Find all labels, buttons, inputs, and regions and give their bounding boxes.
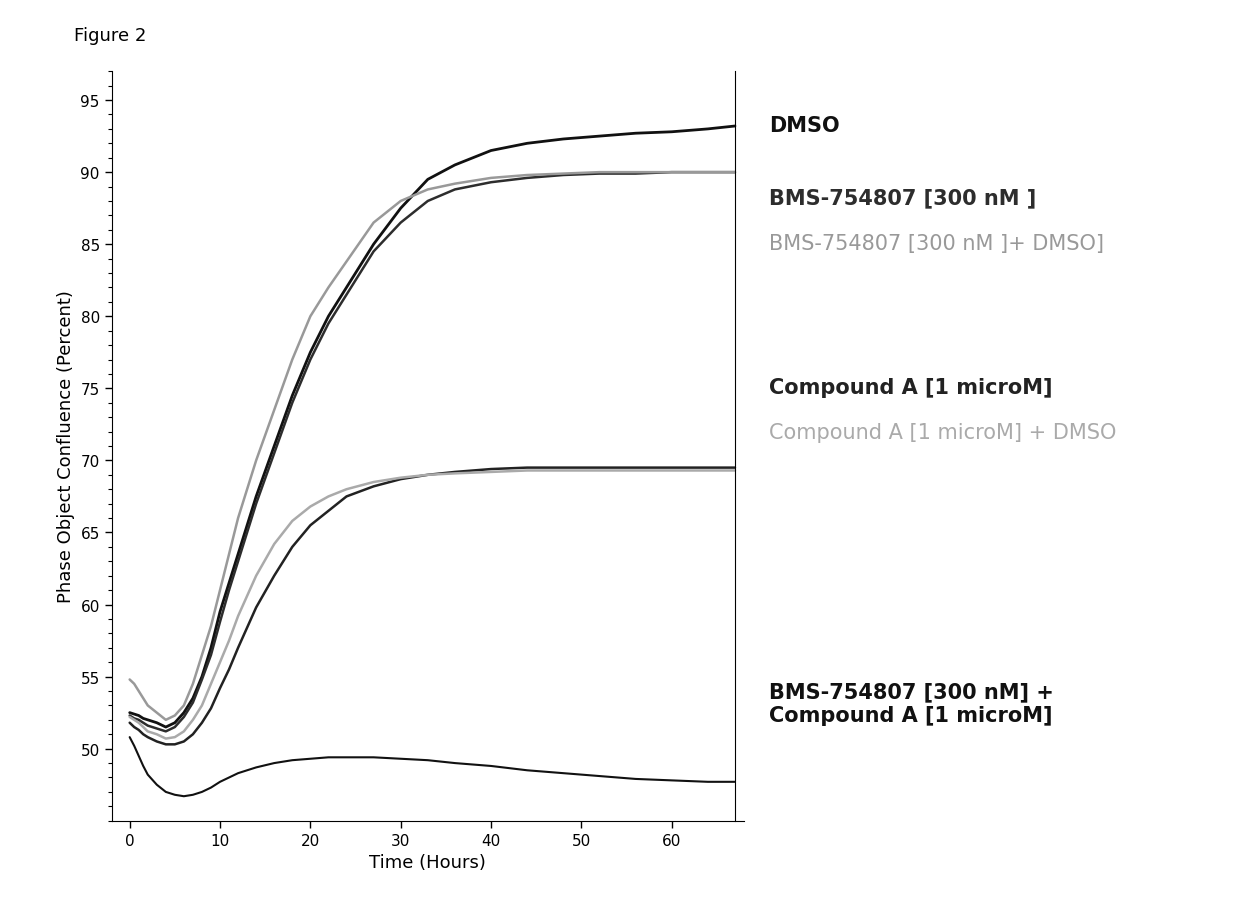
X-axis label: Time (Hours): Time (Hours) [370,853,486,871]
Text: BMS-754807 [300 nM ]+ DMSO]: BMS-754807 [300 nM ]+ DMSO] [769,234,1104,253]
Text: BMS-754807 [300 nM] +
Compound A [1 microM]: BMS-754807 [300 nM] + Compound A [1 micr… [769,682,1054,725]
Text: Compound A [1 microM]: Compound A [1 microM] [769,378,1053,398]
Text: BMS-754807 [300 nM ]: BMS-754807 [300 nM ] [769,189,1037,208]
Y-axis label: Phase Object Confluence (Percent): Phase Object Confluence (Percent) [57,290,74,603]
Text: Compound A [1 microM] + DMSO: Compound A [1 microM] + DMSO [769,423,1116,443]
Text: Figure 2: Figure 2 [74,27,146,45]
Text: DMSO: DMSO [769,116,839,136]
